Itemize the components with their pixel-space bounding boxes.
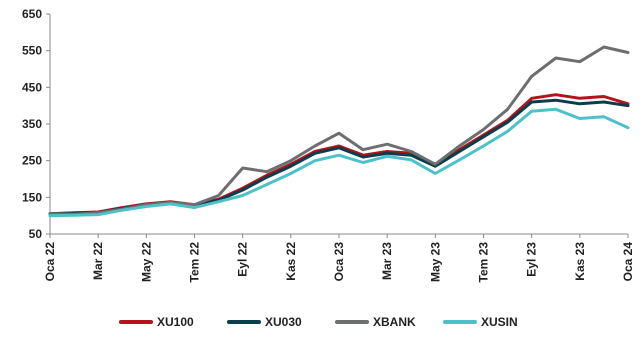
chart-axes — [49, 14, 628, 235]
legend-label-xu100: XU100 — [157, 315, 194, 329]
y-tick-label: 50 — [29, 227, 43, 241]
y-axis-ticks: 50 150 250 350 450 550 650 — [22, 7, 50, 241]
y-tick-label: 250 — [22, 154, 42, 168]
series-line-xusin — [48, 107, 630, 218]
y-tick-label: 550 — [22, 44, 42, 58]
series-line-xu030 — [48, 98, 630, 216]
x-tick-label: Oca 24 — [621, 242, 635, 282]
x-tick-label: Kas 22 — [284, 242, 298, 281]
y-tick-label: 150 — [22, 190, 42, 204]
plot-lines — [48, 45, 630, 218]
x-tick-label: Mar 23 — [380, 242, 394, 280]
x-tick-label: Mar 22 — [91, 242, 105, 280]
x-tick-label: Oca 23 — [332, 242, 346, 282]
x-tick-label: Oca 22 — [43, 242, 57, 282]
legend-label-xbank: XBANK — [373, 315, 416, 329]
x-tick-label: Tem 23 — [477, 242, 491, 283]
x-tick-label: Eyl 23 — [525, 242, 539, 277]
x-tick-label: Tem 22 — [188, 242, 202, 283]
legend: XU100 XU030 XBANK XUSIN — [119, 315, 518, 329]
legend-label-xu030: XU030 — [265, 315, 302, 329]
x-axis-ticks: Oca 22 Mar 22 May 22 Tem 22 Eyl 22 Kas 22 Oca … — [43, 234, 635, 282]
x-tick-label: May 23 — [428, 242, 442, 282]
x-tick-label: Kas 23 — [573, 242, 587, 281]
y-tick-label: 350 — [22, 117, 42, 131]
legend-label-xusin: XUSIN — [481, 315, 518, 329]
series-line-xbank — [48, 45, 630, 216]
x-tick-label: Eyl 22 — [236, 242, 250, 277]
x-tick-label: May 22 — [139, 242, 153, 282]
y-tick-label: 450 — [22, 80, 42, 94]
y-tick-label: 650 — [22, 7, 42, 21]
